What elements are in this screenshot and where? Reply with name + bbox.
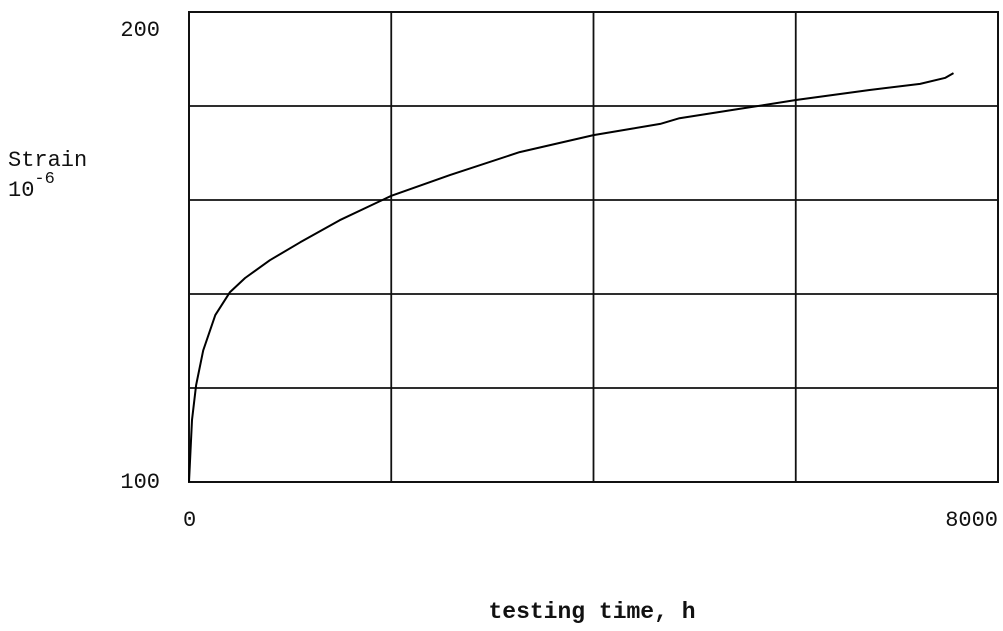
unit-base: 10 [8,178,34,203]
unit-exponent: -6 [34,170,54,189]
x-tick-label: 8000 [945,508,998,533]
y-axis-unit: 10-6 [8,170,55,202]
x-tick-label: 0 [183,508,196,533]
y-tick-label: 200 [120,18,160,43]
y-tick-label: 100 [120,470,160,495]
data-line [188,72,955,483]
x-axis-label: testing time, h [488,599,695,625]
y-axis-label: Strain [8,148,87,173]
